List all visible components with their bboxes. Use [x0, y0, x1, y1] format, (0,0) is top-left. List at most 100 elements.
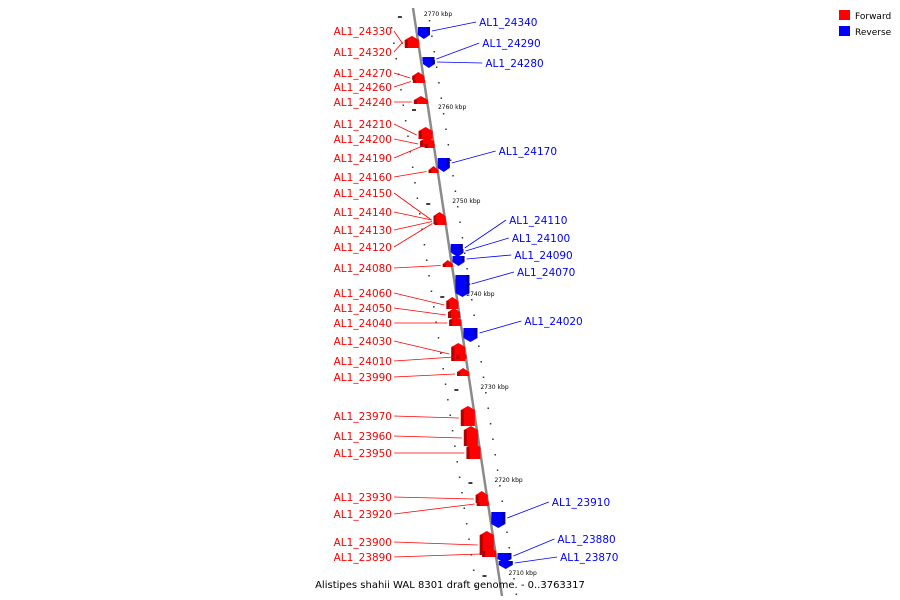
axis-dot	[447, 399, 449, 401]
axis-dot	[418, 213, 421, 215]
axis-dot	[435, 321, 437, 323]
reverse-gene-glyph	[497, 553, 512, 563]
forward-gene-label: AL1_23950	[334, 448, 392, 460]
axis-dot	[492, 438, 494, 440]
axis-dot	[496, 469, 499, 471]
axis-dot	[438, 82, 440, 84]
axis-dot	[506, 531, 508, 533]
axis-dot	[465, 523, 468, 525]
axis-dot	[445, 128, 447, 130]
axis-dot	[421, 228, 423, 230]
forward-gene-leader	[393, 541, 478, 546]
axis-dot	[461, 492, 463, 494]
reverse-gene-label: AL1_24340	[479, 17, 537, 29]
forward-gene-leader	[393, 223, 433, 248]
reverse-gene-leader	[436, 61, 483, 64]
forward-gene-glyph	[413, 96, 428, 104]
tick-label: 2730 kbp	[480, 384, 508, 391]
axis-dot	[442, 113, 445, 115]
forward-gene-leader	[393, 340, 450, 355]
forward-gene-label: AL1_23900	[334, 537, 392, 549]
axis-dot	[508, 547, 511, 549]
axis-dot	[428, 20, 431, 22]
reverse-gene-leader	[514, 556, 558, 564]
axis-dot	[428, 275, 430, 277]
reverse-gene-leader	[471, 271, 515, 285]
forward-gene-leader	[393, 123, 417, 136]
axis-dot	[470, 554, 473, 556]
gene-shade	[404, 40, 408, 44]
axis-dot	[459, 221, 461, 223]
gene-shade	[412, 80, 416, 83]
forward-gene-label: AL1_24260	[334, 82, 392, 94]
axis-dot	[456, 206, 459, 208]
axis-dot	[471, 299, 473, 301]
gene-shade	[449, 320, 453, 326]
forward-gene-glyph	[404, 36, 419, 44]
forward-gene-leader	[393, 30, 404, 45]
forward-gene-leader	[393, 221, 433, 231]
tick-label: 2770 kbp	[424, 11, 452, 18]
axis-dot	[458, 476, 461, 478]
forward-gene-label: AL1_24120	[334, 242, 392, 254]
forward-gene-leader	[393, 373, 456, 378]
reverse-gene-label: AL1_24020	[524, 316, 582, 328]
forward-gene-leader	[393, 211, 432, 221]
forward-gene-label: AL1_24010	[334, 356, 392, 368]
forward-gene-label: AL1_24200	[334, 134, 392, 146]
axis-dot	[404, 120, 407, 122]
tick-label: 2720 kbp	[494, 477, 522, 484]
axis-dot	[449, 159, 452, 161]
tick-label: 2750 kbp	[452, 198, 480, 205]
reverse-gene-label: AL1_24100	[512, 233, 570, 245]
gene-shade	[424, 144, 428, 148]
forward-gene-leader	[393, 145, 423, 159]
gene-shade	[418, 131, 422, 139]
gene-shade	[442, 264, 446, 267]
forward-gene-leader	[393, 307, 447, 316]
forward-gene-glyph	[460, 406, 475, 426]
forward-gene-glyph	[418, 127, 433, 139]
forward-gene-label: AL1_23920	[334, 509, 392, 521]
forward-gene-label: AL1_24040	[334, 318, 392, 330]
forward-gene-leader	[393, 356, 455, 362]
axis-dot	[433, 306, 435, 308]
tick-label: 2710 kbp	[509, 570, 537, 577]
reverse-gene-label: AL1_23870	[560, 552, 618, 564]
axis-dot	[393, 42, 395, 44]
axis-dot	[426, 259, 428, 261]
reverse-gene-leader	[436, 42, 480, 60]
forward-gene-leader	[393, 435, 462, 439]
reverse-gene-glyph	[455, 275, 470, 297]
axis-dot	[478, 345, 480, 347]
axis-dot	[456, 461, 459, 463]
gene-shade	[463, 430, 467, 446]
gene-shade	[420, 141, 424, 147]
gene-shade	[412, 76, 416, 80]
gene-shade	[434, 222, 438, 225]
axis-dot	[440, 97, 443, 99]
reverse-gene-leader	[513, 538, 555, 557]
legend-forward-label: Forward	[855, 12, 891, 22]
forward-gene-glyph	[463, 426, 478, 446]
reverse-gene-glyph	[463, 328, 478, 342]
gene-shade	[476, 502, 480, 506]
axis-dot	[447, 144, 450, 146]
gene-shade	[457, 372, 461, 376]
forward-gene-glyph	[482, 547, 497, 557]
gene-shade	[460, 410, 464, 426]
reverse-gene-glyph	[498, 561, 513, 569]
forward-gene-label: AL1_24160	[334, 172, 392, 184]
legend: Forward Reverse	[839, 10, 892, 38]
axis-dot	[390, 27, 393, 29]
reverse-gene-leader	[507, 501, 549, 519]
axis-dot	[466, 268, 468, 270]
forward-gene-label: AL1_23970	[334, 411, 392, 423]
axis-dot	[487, 407, 489, 409]
gene-shade	[459, 244, 463, 252]
forward-gene-label: AL1_24060	[334, 288, 392, 300]
axis-dot	[464, 252, 466, 254]
axis-dot	[480, 361, 482, 363]
gene-shade	[413, 100, 417, 104]
